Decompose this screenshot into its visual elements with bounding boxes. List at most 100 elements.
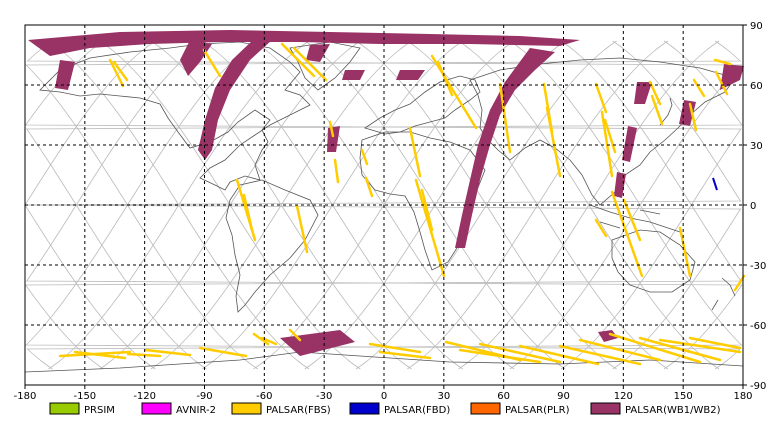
x-tick-label: 60 bbox=[497, 391, 510, 402]
x-tick-label: 30 bbox=[437, 391, 450, 402]
coast-antarctica bbox=[24, 351, 744, 373]
fbs-swath bbox=[378, 350, 432, 360]
legend-label: AVNIR-2 bbox=[176, 405, 216, 416]
palsar-wb-swaths bbox=[28, 30, 744, 356]
x-tick-label: 150 bbox=[674, 391, 693, 402]
fbs-swath bbox=[638, 336, 722, 362]
legend-swatch bbox=[141, 402, 172, 415]
legend-swatch bbox=[231, 402, 262, 415]
fbs-swath bbox=[478, 342, 562, 364]
orbit-track bbox=[25, 40, 743, 370]
palsar-fbs-swaths bbox=[58, 42, 746, 366]
legend: PRSIM AVNIR-2 PALSAR(FBS) PALSAR(FBD) PALSAR… bbox=[49, 402, 721, 416]
y-tick-label: -90 bbox=[750, 381, 766, 392]
x-tick-label: 0 bbox=[381, 391, 387, 402]
y-axis-ticks: 90 60 30 0 -30 -60 -90 bbox=[743, 21, 766, 392]
y-tick-label: 90 bbox=[750, 21, 763, 32]
fbs-swath bbox=[688, 336, 742, 350]
x-tick-label: -90 bbox=[196, 391, 212, 402]
y-tick-label: 0 bbox=[750, 201, 756, 212]
orbit-track bbox=[150, 40, 412, 370]
orbit-track bbox=[26, 40, 743, 370]
wb-swath bbox=[342, 70, 365, 80]
coast-indonesia bbox=[589, 204, 681, 233]
wb-swath bbox=[198, 38, 272, 160]
fbs-swath bbox=[498, 82, 512, 154]
fbs-swath bbox=[600, 110, 614, 178]
fbd-swath bbox=[712, 177, 718, 191]
fbs-swath bbox=[713, 58, 732, 66]
legend-label: PALSAR(FBD) bbox=[384, 405, 450, 416]
coast-south-america bbox=[225, 179, 319, 313]
fbs-swath bbox=[688, 102, 698, 132]
x-tick-label: -120 bbox=[133, 391, 156, 402]
fbs-swath bbox=[545, 106, 562, 178]
fbs-swath bbox=[333, 158, 340, 184]
fbs-swath bbox=[252, 332, 270, 346]
fbs-swath bbox=[610, 190, 644, 278]
wb-swath bbox=[280, 330, 355, 356]
fbs-swath bbox=[292, 46, 328, 82]
fbs-swath bbox=[594, 82, 608, 114]
legend-label: PALSAR(PLR) bbox=[505, 405, 570, 416]
fbs-swath bbox=[678, 226, 692, 278]
x-axis-ticks: -180 -150 -120 -90 -60 -30 0 30 60 90 120 150 180 bbox=[14, 385, 753, 402]
y-tick-label: 30 bbox=[750, 141, 763, 152]
fbs-swath bbox=[714, 70, 729, 96]
fbs-swath bbox=[328, 120, 335, 138]
wb-swath bbox=[396, 70, 425, 80]
coast-australia bbox=[611, 229, 696, 293]
fbs-swath bbox=[198, 346, 248, 358]
coast-greenland bbox=[289, 41, 361, 91]
orbit-track bbox=[355, 40, 617, 370]
fbs-swath bbox=[126, 352, 162, 358]
fbs-swath bbox=[108, 58, 125, 88]
fbs-swath bbox=[692, 78, 706, 98]
coast-africa bbox=[359, 131, 486, 271]
fbs-swath bbox=[603, 118, 617, 154]
map-area bbox=[24, 24, 746, 386]
legend-label: PALSAR(FBS) bbox=[266, 405, 331, 416]
legend-swatch bbox=[590, 402, 621, 415]
orbit-track bbox=[48, 40, 310, 370]
wb-swath bbox=[634, 82, 652, 104]
fbs-swath bbox=[458, 348, 542, 364]
x-tick-label: -60 bbox=[256, 391, 272, 402]
fbs-swath bbox=[295, 204, 309, 254]
y-tick-label: 60 bbox=[750, 81, 763, 92]
wb-swath bbox=[455, 48, 555, 248]
wb-swath bbox=[327, 126, 340, 152]
fbs-swath bbox=[202, 48, 222, 78]
fbs-swath bbox=[658, 338, 742, 354]
orbit-track bbox=[458, 40, 720, 370]
wb-swath bbox=[598, 330, 618, 342]
wb-swath bbox=[622, 126, 637, 162]
fbs-swath bbox=[650, 94, 664, 126]
wb-swath bbox=[614, 172, 626, 198]
fbs-swath bbox=[608, 332, 702, 364]
fbs-swath bbox=[364, 176, 374, 198]
fbs-swath bbox=[280, 42, 316, 78]
palsar-fbd-swaths bbox=[712, 177, 718, 191]
fbs-swath bbox=[368, 342, 422, 354]
x-tick-label: -30 bbox=[316, 391, 332, 402]
legend-label: PRSIM bbox=[84, 405, 115, 416]
fbs-swath bbox=[414, 178, 446, 278]
coast-north-america bbox=[39, 41, 311, 191]
fbs-swath bbox=[420, 188, 434, 232]
lat-lon-grid bbox=[25, 25, 743, 385]
legend-swatch bbox=[49, 402, 80, 415]
wb-swath bbox=[720, 64, 744, 90]
fbs-swath bbox=[558, 344, 642, 366]
x-tick-label: -150 bbox=[73, 391, 96, 402]
fbs-swath bbox=[73, 350, 127, 360]
fbs-swath bbox=[242, 193, 254, 232]
legend-label: PALSAR(WB1/WB2) bbox=[625, 405, 721, 416]
wb-swath bbox=[55, 60, 75, 90]
fbs-swath bbox=[578, 338, 662, 362]
fbs-swath bbox=[360, 148, 369, 166]
fbs-swath bbox=[622, 198, 642, 242]
x-tick-label: 120 bbox=[614, 391, 633, 402]
wb-swath bbox=[28, 30, 580, 56]
